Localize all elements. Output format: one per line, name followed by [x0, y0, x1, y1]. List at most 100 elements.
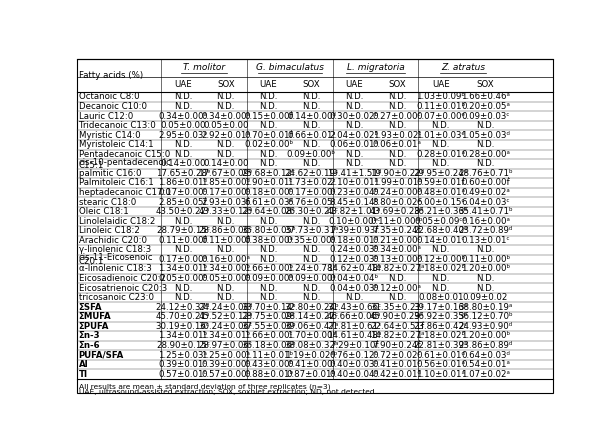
Text: ΣSFA: ΣSFA	[79, 303, 102, 312]
Text: N.D.: N.D.	[476, 283, 495, 293]
Text: 2.04±0.02ᵇ: 2.04±0.02ᵇ	[330, 131, 379, 140]
Text: 1.99±0.01ᵇ: 1.99±0.01ᵇ	[373, 178, 421, 187]
Text: N.D.: N.D.	[217, 102, 235, 111]
Text: 1.34±0.01ᵇ: 1.34±0.01ᵇ	[158, 265, 208, 274]
Text: 43.69±0.28ᵃ: 43.69±0.28ᵃ	[370, 207, 424, 216]
Text: 26.64±0.08ᶜ: 26.64±0.08ᶜ	[241, 207, 295, 216]
Text: TI: TI	[79, 370, 88, 379]
Text: 1.20±0.00ᵇ: 1.20±0.00ᵇ	[461, 265, 510, 274]
Text: heptadecanoic C17:0: heptadecanoic C17:0	[79, 188, 171, 197]
Text: 2.10±0.01ᵃ: 2.10±0.01ᵃ	[330, 178, 379, 187]
Text: N.D.: N.D.	[174, 140, 192, 149]
Text: 23.86±0.89ᵈ: 23.86±0.89ᵈ	[459, 341, 513, 350]
Text: PUFA/SFA: PUFA/SFA	[79, 350, 124, 359]
Text: 45.70±0.21ᵃ: 45.70±0.21ᵃ	[156, 312, 210, 321]
Text: N.D.: N.D.	[302, 102, 321, 111]
Text: 0.14±0.00ᵈ: 0.14±0.00ᵈ	[287, 112, 336, 121]
Text: 1.25±0.00ᵃ: 1.25±0.00ᵃ	[201, 350, 250, 359]
Text: UAE: UAE	[260, 80, 278, 89]
Text: SOX: SOX	[217, 80, 235, 89]
Text: 0.39±0.00ᶜ: 0.39±0.00ᶜ	[201, 360, 250, 369]
Text: 28.97±0.06ᶜ: 28.97±0.06ᶜ	[199, 341, 253, 350]
Text: 35.41±0.71ᵇ: 35.41±0.71ᵇ	[458, 207, 513, 216]
Text: N.D.: N.D.	[432, 283, 450, 293]
Text: 23.72±0.89ᵈ: 23.72±0.89ᵈ	[459, 226, 513, 235]
Text: SOX: SOX	[388, 80, 406, 89]
Text: 28.14±0.22ᶜ: 28.14±0.22ᶜ	[284, 312, 338, 321]
Text: Myristoleic C14:1: Myristoleic C14:1	[79, 140, 154, 149]
Text: 0.23±0.04ᵇ: 0.23±0.04ᵇ	[330, 188, 379, 197]
Text: 0.07±0.00ᵉ: 0.07±0.00ᵉ	[416, 112, 465, 121]
Text: 2.93±0.03ḟ: 2.93±0.03ḟ	[201, 198, 250, 207]
Text: 0.49±0.02ᵃ: 0.49±0.02ᵃ	[461, 188, 510, 197]
Text: 0.11±0.00ᵇ: 0.11±0.00ᵇ	[461, 255, 510, 264]
Text: All results are mean ± standard deviation of three replicates (n=3): All results are mean ± standard deviatio…	[79, 383, 330, 389]
Text: N.D.: N.D.	[432, 274, 450, 283]
Text: N.D.: N.D.	[217, 93, 235, 101]
Text: 37.73±0.31ᵃ: 37.73±0.31ᵃ	[284, 226, 338, 235]
Text: Σn-3: Σn-3	[79, 331, 100, 341]
Text: palmitic C16:0: palmitic C16:0	[79, 169, 141, 178]
Text: 0.15±0.00ḟ: 0.15±0.00ḟ	[244, 112, 293, 121]
Text: N.D.: N.D.	[432, 140, 450, 149]
Text: N.D.: N.D.	[174, 293, 192, 302]
Text: Lauric C12:0: Lauric C12:0	[79, 112, 133, 121]
Text: 24.93±0.90ᵈ: 24.93±0.90ᵈ	[459, 322, 513, 331]
Text: 25.68±0.12ᶜ: 25.68±0.12ᶜ	[241, 169, 295, 178]
Text: 8.45±0.14ᵇ: 8.45±0.14ᵇ	[330, 198, 379, 207]
Text: G. bimaculatus: G. bimaculatus	[256, 63, 324, 72]
Text: 0.18±0.01ᵈ: 0.18±0.01ᵈ	[330, 236, 379, 245]
Text: N.D.: N.D.	[388, 102, 406, 111]
Text: 0.48±0.01ᵃ: 0.48±0.01ᵃ	[416, 188, 465, 197]
Text: 0.14±0.00: 0.14±0.00	[160, 160, 206, 169]
Text: 1.25±0.03ᵃ: 1.25±0.03ᵃ	[158, 350, 208, 359]
Text: 1.19±0.02ᵃᵇ: 1.19±0.02ᵃᵇ	[285, 350, 338, 359]
Text: 1.34±0.01ᵇ: 1.34±0.01ᵇ	[201, 331, 251, 341]
Text: 2.95±0.03ᵃ: 2.95±0.03ᵃ	[158, 131, 208, 140]
Text: N.D.: N.D.	[476, 245, 495, 254]
Text: 0.11±0.00ᵃᵇ: 0.11±0.00ᵃᵇ	[371, 217, 423, 226]
Text: N.D.: N.D.	[388, 150, 406, 159]
Text: 0.06±0.01ᵃ: 0.06±0.01ᵃ	[330, 140, 379, 149]
Text: N.D.: N.D.	[345, 150, 363, 159]
Text: 1.73±0.02ᶜ: 1.73±0.02ᶜ	[287, 178, 336, 187]
Text: 1.93±0.02ᶜ: 1.93±0.02ᶜ	[373, 131, 421, 140]
Text: cis-11-Eicosenoic: cis-11-Eicosenoic	[79, 253, 153, 262]
Text: 0.17±0.00ᶜ: 0.17±0.00ᶜ	[158, 188, 207, 197]
Text: N.D.: N.D.	[217, 217, 235, 226]
Text: 24.62±0.19ᶜ: 24.62±0.19ᶜ	[284, 169, 338, 178]
Text: N.D.: N.D.	[302, 121, 321, 130]
Text: N.D.: N.D.	[302, 160, 321, 169]
Text: C20:1: C20:1	[79, 257, 104, 266]
Text: 0.30±0.02ᵇ: 0.30±0.02ᵇ	[330, 112, 379, 121]
Text: 31.43±0.66ᶜ: 31.43±0.66ᶜ	[327, 303, 381, 312]
Text: 38.80±0.19ᵃ: 38.80±0.19ᵃ	[459, 303, 513, 312]
Text: γ-linolenic C18:3: γ-linolenic C18:3	[79, 245, 151, 254]
Text: 28.75±0.09ᶜ: 28.75±0.09ᶜ	[241, 312, 295, 321]
Text: Eicosatrienoic C20:3: Eicosatrienoic C20:3	[79, 283, 167, 293]
Text: N.D.: N.D.	[217, 140, 235, 149]
Text: 14.61±0.48ᵃ: 14.61±0.48ᵃ	[327, 331, 381, 341]
Text: 28.79±0.15ᶜ: 28.79±0.15ᶜ	[156, 226, 210, 235]
Text: 0.14±0.00: 0.14±0.00	[203, 160, 249, 169]
Text: ΣPUFA: ΣPUFA	[79, 322, 109, 331]
Text: 7.39±0.93ḟ: 7.39±0.93ḟ	[330, 226, 378, 235]
Text: N.D.: N.D.	[259, 160, 278, 169]
Text: 43.50±0.22ᵃ: 43.50±0.22ᵃ	[156, 207, 210, 216]
Text: 19.41±1.51ᵈ: 19.41±1.51ᵈ	[327, 169, 381, 178]
Text: Oleic C18:1: Oleic C18:1	[79, 207, 128, 216]
Text: 1.85±0.00ᵈ: 1.85±0.00ᵈ	[201, 178, 250, 187]
Text: 14.62±0.48ᵃ: 14.62±0.48ᵃ	[327, 265, 381, 274]
Text: ΣMUFA: ΣMUFA	[79, 312, 111, 321]
Text: Σn-6: Σn-6	[79, 341, 100, 350]
Text: 6.04±0.03ᶜ: 6.04±0.03ᶜ	[461, 198, 510, 207]
Text: N.D.: N.D.	[388, 293, 406, 302]
Text: 0.11±0.00ḟ: 0.11±0.00ḟ	[201, 236, 250, 245]
Text: 24.12±0.37ᵈ: 24.12±0.37ᵈ	[156, 303, 210, 312]
Text: 0.40±0.04ᵈ: 0.40±0.04ᵈ	[330, 370, 379, 379]
Text: 0.05±0.00ᵇ: 0.05±0.00ᵇ	[158, 274, 208, 283]
Text: 1.05±0.03ᵈ: 1.05±0.03ᵈ	[461, 131, 510, 140]
Text: 2.92±0.01ᵃ: 2.92±0.01ᵃ	[201, 131, 250, 140]
Text: 0.54±0.01ᵃ: 0.54±0.01ᵃ	[461, 360, 510, 369]
Text: N.D.: N.D.	[259, 255, 278, 264]
